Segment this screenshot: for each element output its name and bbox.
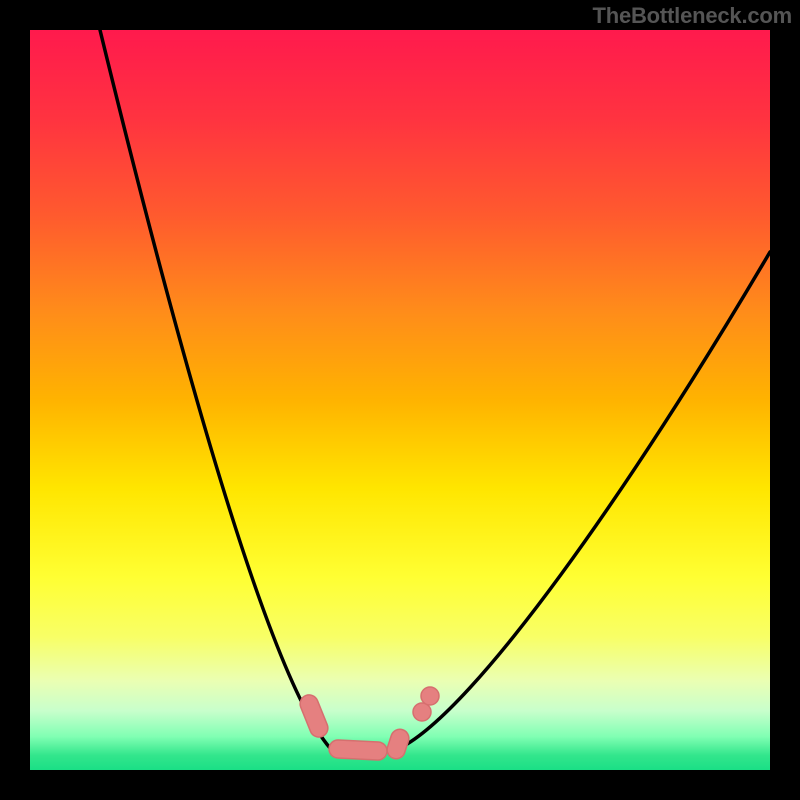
chart-frame: TheBottleneck.com bbox=[0, 0, 800, 800]
source-watermark: TheBottleneck.com bbox=[592, 3, 792, 29]
bottleneck-curve-chart bbox=[0, 0, 800, 800]
